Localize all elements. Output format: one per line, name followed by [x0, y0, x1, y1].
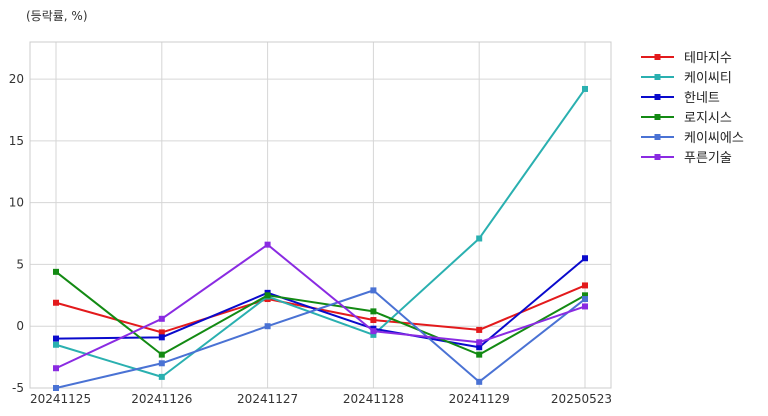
legend-item-3[interactable]: 한네트: [641, 91, 720, 106]
data-point: [158, 329, 165, 336]
legend-swatch-marker: [654, 114, 661, 120]
legend-label: 로지시스: [684, 111, 732, 126]
y-tick-label: 20: [9, 72, 24, 86]
series-line: [55, 289, 586, 389]
legend-item-6[interactable]: 푸른기술: [641, 151, 732, 166]
legend-item-4[interactable]: 로지시스: [641, 111, 732, 126]
x-axis-ticks: 20241125 20241126 20241127 20241128 20241129…: [30, 392, 612, 406]
data-point: [582, 282, 588, 289]
series-4: [53, 268, 588, 358]
legend-item-5[interactable]: 케이씨에스: [641, 131, 744, 146]
x-tick-label: 20241129: [449, 392, 510, 406]
data-point: [53, 335, 59, 342]
series-6: [53, 241, 588, 372]
series-line: [55, 243, 586, 370]
data-point: [582, 296, 588, 303]
data-point: [264, 292, 271, 299]
y-axis-ticks: -5 0 5 10 15 20: [9, 72, 24, 395]
grid: [30, 42, 611, 389]
y-tick-label: 0: [16, 319, 24, 333]
data-point: [582, 85, 588, 92]
data-point: [476, 351, 483, 358]
legend-swatch-marker: [654, 134, 661, 140]
data-point: [582, 255, 588, 262]
x-tick-label: 20250523: [551, 392, 612, 406]
legend-swatch-marker: [654, 54, 661, 60]
data-point: [158, 360, 165, 367]
series-5: [53, 287, 588, 391]
data-point: [53, 268, 59, 275]
legend-swatch-marker: [654, 94, 661, 100]
data-point: [370, 287, 377, 294]
series-2: [53, 85, 588, 380]
series-line: [55, 88, 586, 378]
data-point: [476, 344, 483, 351]
data-point: [476, 378, 483, 385]
data-point: [370, 308, 377, 315]
data-point: [53, 299, 59, 306]
data-point: [370, 317, 377, 324]
legend-swatch-marker: [654, 154, 661, 160]
data-point: [158, 315, 165, 322]
x-tick-label: 20241128: [343, 392, 404, 406]
series-line: [55, 271, 586, 356]
legend-label: 케이씨에스: [684, 131, 744, 146]
data-point: [158, 351, 165, 358]
unit-label: (등락률, %): [26, 9, 88, 23]
data-point: [53, 385, 59, 391]
data-point: [476, 339, 483, 346]
data-point: [370, 328, 377, 335]
data-point: [264, 241, 271, 248]
data-point: [264, 323, 271, 330]
data-point: [158, 334, 165, 341]
x-tick-label: 20241127: [237, 392, 298, 406]
data-point: [53, 341, 59, 348]
legend-label: 푸른기술: [684, 151, 732, 166]
legend-swatch-marker: [654, 74, 661, 80]
legend-item-1[interactable]: 테마지수: [641, 51, 732, 66]
plot-frame: [29, 41, 612, 389]
y-tick-label: -5: [12, 381, 24, 395]
series-line: [55, 257, 586, 349]
data-point: [370, 331, 377, 338]
legend-label: 한네트: [684, 91, 720, 106]
data-point: [582, 303, 588, 310]
x-tick-label: 20241125: [30, 392, 91, 406]
series-layer: [53, 85, 588, 391]
legend-item-2[interactable]: 케이씨티: [641, 71, 732, 86]
x-tick-label: 20241126: [131, 392, 192, 406]
data-point: [476, 235, 483, 242]
data-point: [582, 292, 588, 299]
y-tick-label: 10: [9, 196, 24, 210]
y-tick-label: 5: [16, 257, 24, 271]
data-point: [476, 326, 483, 333]
legend-label: 테마지수: [684, 51, 732, 66]
legend-label: 케이씨티: [684, 71, 732, 86]
y-tick-label: 15: [9, 134, 24, 148]
data-point: [158, 373, 165, 380]
data-point: [53, 365, 59, 372]
